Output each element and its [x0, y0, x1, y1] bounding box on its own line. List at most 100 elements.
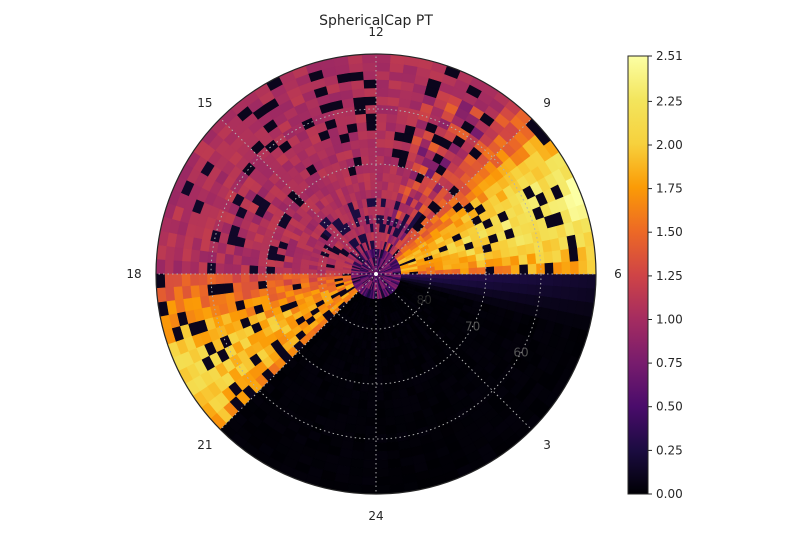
heatmap-cell — [181, 248, 192, 263]
heatmap-cell — [468, 273, 478, 281]
heatmap-cell — [362, 459, 377, 469]
heatmap-cell — [363, 87, 377, 97]
heatmap-cell — [274, 260, 285, 269]
heatmap-cell — [231, 273, 242, 284]
heatmap-cell — [569, 273, 580, 288]
heatmap-cell — [561, 273, 571, 288]
heatmap-cell — [383, 147, 393, 157]
radial-grid-circle — [210, 108, 542, 440]
heatmap-cell — [375, 189, 382, 199]
colorbar-tick-label: 1.75 — [656, 182, 683, 196]
heatmap-cell — [375, 70, 390, 81]
heatmap-cell — [360, 382, 370, 393]
heatmap-cell — [249, 281, 259, 291]
heatmap-cell — [375, 87, 389, 97]
heatmap-cell — [543, 250, 554, 264]
heatmap-cell — [240, 281, 251, 293]
heatmap-cell — [215, 283, 226, 296]
heatmap-cell — [442, 278, 453, 285]
heatmap-cell — [501, 255, 512, 267]
theta-tick-label: 6 — [614, 267, 622, 281]
heatmap-cell — [265, 273, 275, 282]
heatmap-cell — [173, 247, 184, 262]
heatmap-cell — [366, 400, 377, 410]
heatmap-cell — [509, 282, 520, 294]
polar-frame — [155, 53, 597, 495]
heatmap-cell — [578, 273, 588, 289]
heatmap-cell — [388, 71, 403, 82]
heatmap-cell — [240, 255, 251, 267]
heatmap-cell — [274, 267, 284, 275]
heatmap-cell — [387, 449, 401, 461]
heatmap-cell — [257, 280, 268, 290]
heatmap-cell — [375, 484, 391, 494]
heatmap-cell — [173, 286, 184, 301]
heatmap-cell — [354, 373, 364, 384]
heatmap-cell — [257, 265, 267, 275]
heatmap-cell — [362, 467, 377, 478]
radial-tick-labels: 80 70 60 — [417, 293, 529, 360]
heatmap-cell — [375, 408, 386, 419]
heatmap-cell — [375, 180, 383, 190]
heatmap-cell — [451, 268, 461, 275]
heatmap-cell — [282, 267, 292, 275]
heatmap-cell — [577, 246, 588, 262]
heatmap-cell — [375, 172, 383, 182]
heatmap-cell — [390, 156, 400, 167]
heatmap-cell — [352, 96, 366, 107]
heatmap-cell — [375, 467, 390, 478]
heatmap-cell — [223, 253, 234, 265]
heatmap-cell — [359, 391, 369, 401]
heatmap-cell — [375, 96, 388, 106]
heatmap-cell — [362, 79, 377, 89]
heatmap-cell — [282, 273, 292, 281]
heatmap-cell — [355, 121, 367, 132]
heatmap-cell — [484, 258, 495, 268]
heatmap-cell — [510, 273, 521, 284]
heatmap-cell — [477, 266, 487, 275]
heatmap-cell — [366, 408, 377, 419]
theta-tick-labels: 12 9 6 3 24 21 18 15 — [126, 25, 621, 523]
colorbar-tick-label: 1.00 — [656, 313, 683, 327]
heatmap-cell — [483, 288, 494, 298]
heatmap-cell — [231, 264, 242, 275]
heatmap-cell — [553, 261, 563, 275]
theta-tick-label: 24 — [368, 509, 383, 523]
theta-tick-label: 15 — [197, 96, 212, 110]
colorbar — [627, 55, 649, 495]
heatmap-cell — [391, 147, 402, 159]
heatmap-cell — [308, 269, 318, 275]
heatmap-cell — [568, 286, 579, 301]
heatmap-cell — [493, 273, 504, 283]
heatmap-cell — [375, 79, 390, 89]
heatmap-cell — [459, 279, 470, 287]
heatmap-cell — [493, 257, 503, 267]
heatmap-cell — [375, 146, 385, 157]
heatmap-cell — [451, 278, 461, 286]
heatmap-cell — [369, 358, 377, 368]
heatmap-cell — [352, 441, 366, 452]
heatmap-cell — [351, 449, 365, 461]
heatmap-cell — [181, 285, 192, 300]
heatmap-cell — [348, 475, 364, 486]
heatmap-cell — [351, 87, 365, 99]
heatmap-cell — [387, 87, 401, 99]
heatmap-cell — [375, 476, 391, 486]
heatmap-cell — [223, 283, 234, 295]
heatmap-cell — [214, 273, 225, 285]
theta-grid-line — [375, 273, 532, 430]
heatmap-cell — [361, 476, 377, 486]
heatmap-cell — [375, 375, 384, 385]
chart-title: SphericalCap PT — [319, 13, 433, 29]
heatmap-cell — [375, 442, 388, 452]
heatmap-cell — [388, 466, 403, 477]
heatmap-cell — [291, 262, 301, 270]
heatmap-cell — [350, 458, 365, 469]
heatmap-cell — [350, 79, 365, 90]
heatmap-cell — [577, 286, 588, 302]
heatmap-cell — [434, 273, 444, 279]
heatmap-cell — [189, 273, 199, 287]
heatmap-cell — [387, 458, 402, 469]
heatmap-cell — [206, 251, 217, 264]
